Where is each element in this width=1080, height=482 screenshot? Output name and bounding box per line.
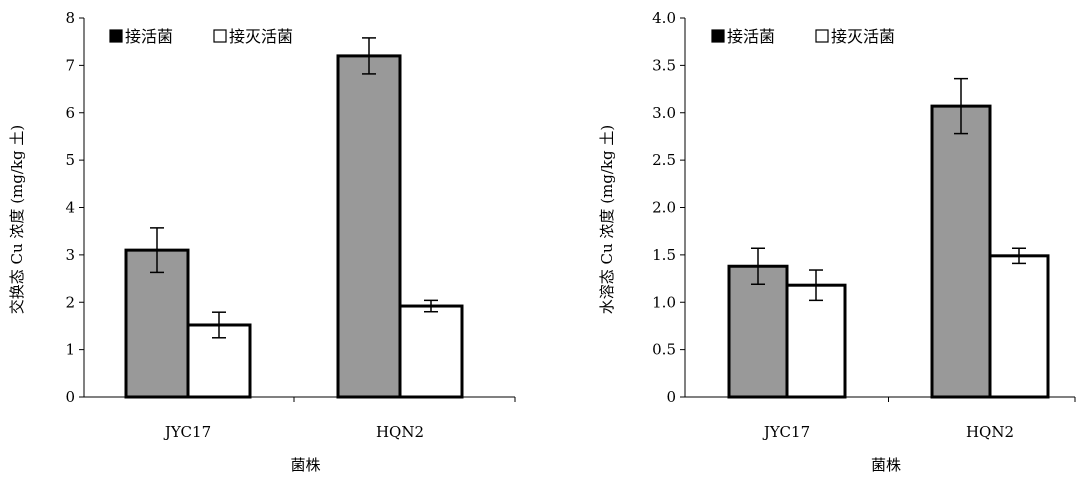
- y-tick-label: 7: [65, 56, 75, 74]
- y-tick-label: 0.5: [652, 341, 676, 359]
- y-tick-label: 6: [65, 104, 75, 122]
- chart-panel-1: 0 1 2 3 4 5 6 7 8 JYC17 HQN2 菌株 交换态 Cu 浓度 (mg/kg 土) 接…: [8, 9, 516, 474]
- bar: [336, 54, 402, 399]
- y-tick-label: 4.0: [652, 9, 676, 27]
- y-tick-label: 3.5: [652, 56, 676, 74]
- legend-swatch: [109, 29, 123, 43]
- bar: [988, 254, 1050, 399]
- bar: [930, 104, 992, 399]
- y-tick-label: 1: [65, 341, 75, 359]
- category-label: HQN2: [966, 423, 1014, 441]
- legend-label: 接活菌: [727, 27, 775, 46]
- bar: [727, 264, 789, 399]
- category-label: JYC17: [163, 423, 211, 441]
- y-tick-label: 1.5: [652, 246, 676, 264]
- y-tick-label: 4: [65, 199, 75, 217]
- x-axis-label: 菌株: [290, 456, 320, 474]
- y-axis-label: 交换态 Cu 浓度 (mg/kg 土): [8, 125, 26, 315]
- y-tick-label: 2.5: [652, 151, 676, 169]
- legend-label: 接灭活菌: [229, 27, 293, 46]
- chart-panel-2: 0 0.5 1.0 1.5 2.0 2.5 3.0 3.5 4.0 JYC17 HQN2 菌株 水溶态 …: [598, 9, 1076, 474]
- bar: [785, 283, 847, 399]
- legend-swatch: [815, 29, 829, 43]
- category-label: HQN2: [376, 423, 424, 441]
- y-tick-label: 3.0: [652, 104, 676, 122]
- y-tick-label: 8: [65, 9, 75, 27]
- y-tick-label: 2.0: [652, 199, 676, 217]
- bar: [398, 304, 464, 399]
- x-axis-label: 菌株: [871, 456, 901, 474]
- y-tick-label: 1.0: [652, 293, 676, 311]
- legend-label: 接活菌: [125, 27, 173, 46]
- y-tick-label: 0: [666, 388, 676, 406]
- legend-label: 接灭活菌: [831, 27, 895, 46]
- y-tick-label: 3: [65, 246, 75, 264]
- y-tick-label: 2: [65, 293, 75, 311]
- legend-swatch: [711, 29, 725, 43]
- y-tick-label: 5: [65, 151, 75, 169]
- y-axis-label: 水溶态 Cu 浓度 (mg/kg 土): [598, 125, 616, 315]
- category-label: JYC17: [762, 423, 810, 441]
- legend-swatch: [213, 29, 227, 43]
- y-tick-label: 0: [65, 388, 75, 406]
